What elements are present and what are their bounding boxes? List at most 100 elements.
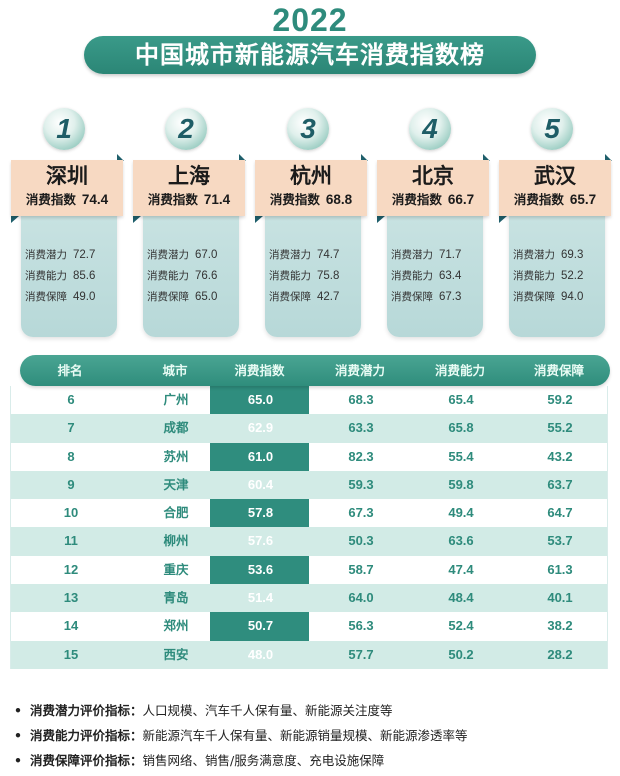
cell-city: 郑州: [163, 618, 189, 634]
cell-guarantee: 43.2: [547, 448, 573, 464]
index-label: 消费指数: [513, 192, 564, 207]
cell-potential: 67.3: [348, 505, 374, 521]
card-body: [143, 205, 239, 337]
card-body: [265, 205, 361, 337]
rank-badge: 3: [287, 108, 329, 150]
metric-value: 69.3: [561, 249, 584, 261]
index-label: 消费指数: [391, 192, 442, 207]
cell-index: 50.7: [247, 618, 274, 634]
cell-capability: 63.6: [448, 533, 474, 549]
metric-value: 74.7: [317, 249, 340, 261]
table-row: 10 合肥 57.8 67.3 49.4 64.7: [11, 499, 607, 527]
cell-potential: 68.3: [348, 392, 374, 407]
table-row: 7 成都 62.9 63.3 65.8 55.2: [11, 414, 607, 443]
table-header: 排名 城市 消费指数 消费潜力 消费能力 消费保障: [20, 355, 610, 386]
metric-label: 消费能力: [391, 270, 433, 282]
metrics-list: 消费潜力 72.7 消费能力 85.6 消费保障 49.0: [25, 245, 117, 308]
cell-capability: 65.4: [448, 392, 474, 407]
fold-decoration: [483, 154, 490, 161]
city-name: 北京: [412, 164, 454, 188]
cell-capability: 50.2: [448, 646, 474, 662]
rank-card: 3 杭州 消费指数 68.8 消费潜力 74.7 消费能力 75.8 消费保障 42.7: [245, 105, 368, 345]
cell-city: 成都: [163, 420, 189, 436]
metric-label: 消费潜力: [25, 249, 67, 261]
metric-value: 52.2: [561, 270, 584, 282]
metric-potential: 消费潜力 67.0: [147, 245, 239, 266]
cell-potential: 64.0: [348, 590, 374, 606]
cell-city: 广州: [163, 392, 189, 407]
cell-rank: 10: [63, 505, 79, 521]
cell-index: 48.0: [247, 646, 274, 662]
header-capability: 消费能力: [434, 363, 485, 378]
metrics-list: 消费潜力 71.7 消费能力 63.4 消费保障 67.3: [391, 245, 483, 308]
rank-badge: 4: [409, 108, 451, 150]
cell-index: 61.0: [247, 448, 274, 464]
cell-potential: 58.7: [348, 561, 374, 577]
metric-label: 消费能力: [269, 270, 311, 282]
rank-badge: 5: [531, 108, 573, 150]
metric-potential: 消费潜力 69.3: [513, 245, 605, 266]
report-year: 2022: [272, 2, 348, 38]
metric-value: 85.6: [73, 270, 96, 282]
index-line: 消费指数 71.4: [133, 189, 245, 211]
cell-rank: 7: [67, 420, 75, 436]
metrics-list: 消费潜力 74.7 消费能力 75.8 消费保障 42.7: [269, 245, 361, 308]
cell-capability: 55.4: [448, 448, 474, 464]
rank-card: 1 深圳 消费指数 74.4 消费潜力 72.7 消费能力 85.6 消费保障 49.0: [1, 105, 124, 345]
rank-card: 2 上海 消费指数 71.4 消费潜力 67.0 消费能力 76.6 消费保障 65.0: [123, 105, 246, 345]
metric-guarantee: 消费保障 65.0: [147, 287, 239, 308]
city-name: 深圳: [46, 164, 88, 188]
header-rank: 排名: [57, 363, 83, 378]
bullet-icon: •: [14, 728, 22, 743]
cell-guarantee: 59.2: [547, 392, 573, 407]
cell-rank: 9: [67, 476, 75, 492]
cell-capability: 48.4: [448, 590, 474, 606]
table-row: 13 青岛 51.4 64.0 48.4 40.1: [11, 584, 607, 613]
metric-guarantee: 消费保障 94.0: [513, 287, 605, 308]
note-item: • 消费能力评价指标：新能源汽车千人保有量、新能源销量规模、新能源渗透率等: [14, 723, 614, 748]
index-value: 65.7: [569, 192, 597, 207]
table-row: 11 柳州 57.6 50.3 63.6 53.7: [11, 527, 607, 556]
cell-capability: 59.8: [448, 476, 474, 492]
note-item: • 消费保障评价指标：销售网络、销售/服务满意度、充电设施保障: [14, 748, 614, 773]
fold-decoration: [499, 216, 507, 223]
index-line: 消费指数 74.4: [11, 189, 123, 211]
cell-capability: 65.8: [448, 420, 474, 436]
card-header: 深圳 消费指数 74.4: [11, 160, 123, 216]
metrics-list: 消费潜力 67.0 消费能力 76.6 消费保障 65.0: [147, 245, 239, 308]
cell-guarantee: 63.7: [547, 476, 573, 492]
cell-potential: 63.3: [348, 420, 374, 436]
index-value: 66.7: [447, 192, 475, 207]
metric-value: 67.0: [195, 249, 218, 261]
cell-guarantee: 61.3: [547, 561, 573, 577]
header-guarantee: 消费保障: [533, 363, 584, 378]
cell-rank: 8: [67, 448, 75, 464]
cell-potential: 56.3: [348, 618, 374, 634]
cell-capability: 47.4: [448, 561, 474, 577]
metric-value: 67.3: [439, 291, 462, 303]
cell-rank: 14: [63, 618, 79, 634]
cell-index: 60.4: [247, 476, 274, 492]
city-name: 杭州: [290, 164, 332, 188]
cell-index: 62.9: [247, 420, 274, 436]
city-name: 上海: [168, 164, 210, 188]
note-text: 人口规模、汽车千人保有量、新能源关注度等: [142, 703, 393, 718]
header-city: 城市: [162, 363, 188, 378]
metric-value: 76.6: [195, 270, 218, 282]
cell-city: 苏州: [163, 448, 189, 464]
table-row: 6 广州 65.0 68.3 65.4 59.2: [11, 386, 607, 414]
cell-city: 天津: [163, 476, 189, 492]
metric-label: 消费保障: [269, 291, 311, 303]
cell-index: 53.6: [247, 561, 274, 577]
table-body: 6 广州 65.0 68.3 65.4 59.2 7 成都 62.9 63.3 …: [10, 386, 608, 669]
fold-decoration: [11, 216, 19, 223]
cell-index: 51.4: [247, 590, 274, 606]
metric-capability: 消费能力 75.8: [269, 266, 361, 287]
card-body: [21, 205, 117, 337]
cell-city: 青岛: [163, 590, 189, 606]
cell-index: 65.0: [247, 392, 274, 407]
metric-capability: 消费能力 63.4: [391, 266, 483, 287]
cell-index: 57.8: [247, 505, 274, 521]
index-label: 消费指数: [147, 192, 198, 207]
metric-guarantee: 消费保障 67.3: [391, 287, 483, 308]
